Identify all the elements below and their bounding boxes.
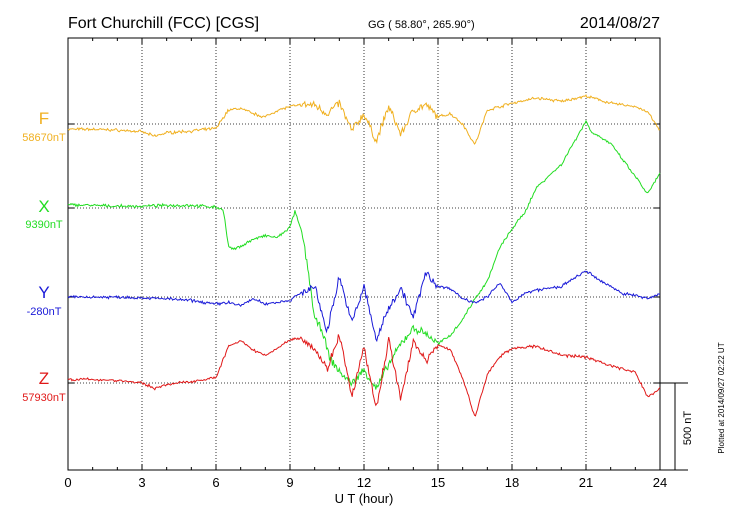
x-tick-label: 18 (505, 475, 519, 490)
series-baseline-x: 9390nT (25, 219, 63, 231)
series-labels: F 58670nT X 9390nT Y -280nT Z 57930nT (22, 109, 66, 404)
series-baseline-y: -280nT (27, 306, 62, 318)
x-axis-label: U T (hour) (335, 491, 394, 506)
plotted-at-label: Plotted at 2014/09/27 02:22 UT (717, 342, 726, 453)
x-tick-label: 15 (431, 475, 445, 490)
series-baseline-f: 58670nT (22, 132, 66, 144)
x-axis-ticks: 0 3 6 9 12 15 18 21 24 (64, 38, 667, 490)
x-tick-label: 12 (357, 475, 371, 490)
series-name-z: Z (39, 369, 49, 388)
x-tick-label: 0 (64, 475, 71, 490)
vertical-gridlines (141, 38, 587, 470)
series-name-y: Y (38, 283, 49, 302)
series-baseline-z: 57930nT (22, 392, 66, 404)
series-name-x: X (38, 197, 49, 216)
series-line-f (67, 94, 661, 145)
scale-bar-label: 500 nT (682, 411, 694, 446)
series-lines (67, 94, 661, 417)
date-label: 2014/08/27 (580, 15, 660, 32)
x-tick-label: 6 (212, 475, 219, 490)
x-tick-label: 21 (579, 475, 593, 490)
x-tick-label: 24 (653, 475, 667, 490)
series-name-f: F (39, 109, 49, 128)
scale-bar: 500 nT (660, 382, 694, 471)
station-title: Fort Churchill (FCC) [CGS] (68, 15, 259, 32)
series-line-y (67, 270, 661, 343)
x-tick-label: 9 (286, 475, 293, 490)
coordinates-label: GG ( 58.80°, 265.90°) (368, 19, 475, 31)
x-tick-label: 3 (138, 475, 145, 490)
series-line-z (67, 334, 661, 417)
series-line-x (67, 119, 661, 390)
